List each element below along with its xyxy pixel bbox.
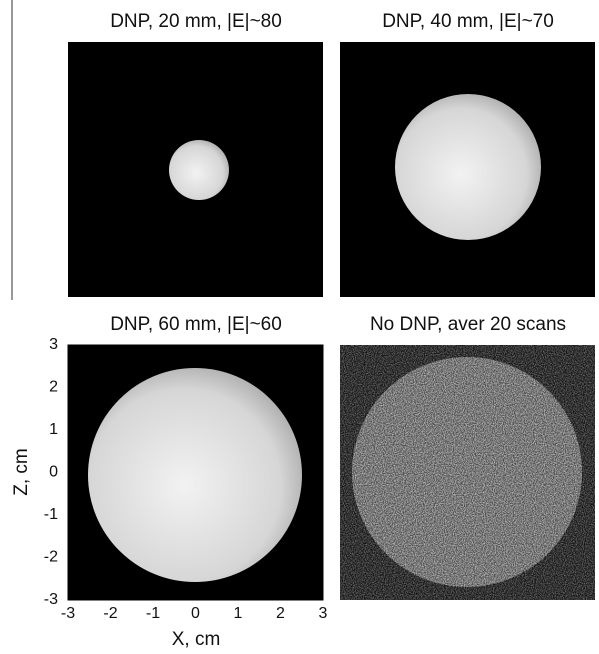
ticks: -3 -2 -1 0 1 2 3 -3 -2 -1 0 1 2 3 [44, 336, 328, 622]
x-tick-label: 3 [319, 605, 328, 622]
x-tick-label: 1 [234, 605, 243, 622]
sample-disc [395, 94, 541, 240]
panel-title: DNP, 40 mm, |E|~70 [382, 11, 554, 32]
panel-title: DNP, 20 mm, |E|~80 [110, 11, 282, 32]
y-tick-label: -1 [44, 506, 58, 523]
panel [340, 345, 595, 600]
y-tick-label: 2 [49, 379, 58, 396]
panel: DNP, 40 mm, |E|~70 [340, 11, 595, 297]
panel-title: No DNP, aver 20 scans [370, 314, 566, 335]
sample-disc [88, 368, 302, 582]
x-tick-label: -3 [61, 605, 75, 622]
panel-title: DNP, 60 mm, |E|~60 [110, 314, 282, 335]
x-tick-label: -1 [146, 605, 160, 622]
y-tick-label: -2 [44, 549, 58, 566]
x-tick-label: -2 [103, 605, 117, 622]
panel: DNP, 20 mm, |E|~80 [68, 11, 323, 297]
sample-disc [169, 140, 229, 200]
disc-noise [352, 357, 582, 587]
y-tick-label: 1 [49, 421, 58, 438]
y-tick-label: 0 [49, 464, 58, 481]
x-axis-label: X, cm [172, 629, 221, 650]
x-tick-label: 2 [276, 605, 285, 622]
y-axis-label: Z, cm [11, 448, 32, 496]
y-tick-label: 3 [49, 336, 58, 353]
y-tick-label: -3 [44, 591, 58, 608]
panel: DNP, 60 mm, |E|~60 X, cm Z, cm -3 -2 -1 0 1 2… [11, 314, 328, 650]
x-tick-label: 0 [191, 605, 200, 622]
